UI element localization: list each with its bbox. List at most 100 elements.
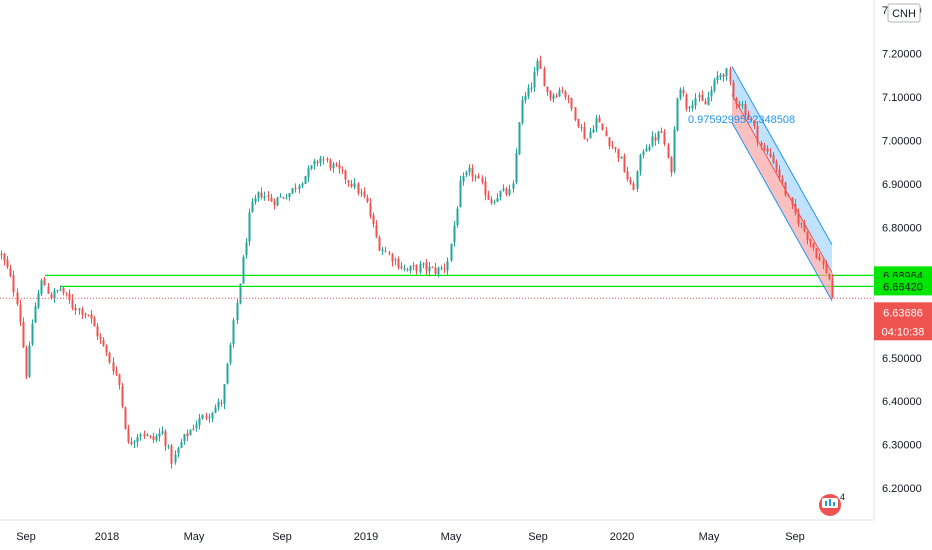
candle-body (121, 386, 124, 407)
candle-body (450, 243, 453, 261)
candle-body (357, 183, 360, 194)
candle-body (214, 407, 217, 413)
price-axis[interactable] (874, 0, 932, 520)
time-tick-label: 2019 (354, 531, 378, 543)
candle-body (71, 299, 74, 308)
candle-body (605, 130, 608, 137)
candle-body (403, 268, 406, 270)
candle-body (747, 114, 750, 118)
candle-body (56, 289, 59, 291)
candle-body (16, 292, 19, 305)
candle-body (716, 76, 719, 81)
candle-body (660, 131, 663, 133)
candle-body (105, 345, 108, 353)
level-badge-2[interactable]: 6.66420 (874, 277, 932, 296)
candle-body (673, 129, 676, 172)
time-axis[interactable] (0, 520, 932, 550)
candle-body (732, 82, 735, 97)
candle-body (701, 94, 704, 101)
candle-body (310, 165, 313, 169)
candle-body (59, 288, 62, 290)
candle-body (676, 98, 679, 131)
candle-body (468, 167, 471, 173)
candle-body (316, 161, 319, 164)
regression-channel[interactable]: 0.9759299592348508 (688, 66, 833, 302)
candle-body (738, 103, 741, 106)
candle-body (772, 155, 775, 164)
candle-body (322, 159, 325, 161)
time-tick-label: May (699, 531, 720, 543)
candle-body (40, 280, 43, 295)
candle-body (465, 172, 468, 176)
candle-body (496, 198, 499, 202)
candle-body (267, 195, 270, 197)
candle-body (539, 60, 542, 69)
candle-body (434, 267, 437, 274)
candle-body (632, 183, 635, 190)
candle-body (825, 263, 828, 274)
candle-body (341, 169, 344, 171)
last-price-badge[interactable]: 6.63686 04:10:38 (874, 302, 932, 341)
candle-body (614, 147, 617, 149)
candle-body (766, 148, 769, 152)
candle-body (654, 137, 657, 141)
candle-body (787, 194, 790, 197)
candlestick-series[interactable] (0, 55, 834, 469)
horizontal-levels[interactable] (45, 274, 874, 288)
price-tick-label: 6.50000 (882, 353, 922, 365)
last-price-text: 6.63686 (883, 307, 923, 319)
candle-body (294, 187, 297, 190)
candle-body (487, 194, 490, 200)
candle-body (307, 168, 310, 178)
candle-body (564, 91, 567, 98)
candle-body (93, 317, 96, 327)
candle-body (143, 434, 146, 437)
candle-body (112, 362, 115, 372)
candle-body (543, 68, 546, 87)
ideas-logo-icon[interactable] (819, 494, 841, 516)
candle-body (288, 193, 291, 198)
candle-body (96, 326, 99, 337)
candle-body (831, 278, 834, 298)
candle-body (505, 188, 508, 195)
price-tick-label: 7.00000 (882, 136, 922, 148)
candle-body (812, 242, 815, 248)
candle-body (803, 222, 806, 232)
candle-body (19, 304, 22, 322)
candle-body (784, 182, 787, 195)
candle-body (713, 80, 716, 91)
candle-body (47, 286, 50, 294)
candle-body (561, 89, 564, 91)
candle-body (502, 188, 505, 191)
candle-body (577, 118, 580, 127)
candle-body (180, 441, 183, 448)
candle-body (139, 434, 142, 437)
candle-body (353, 183, 356, 188)
candle-body (694, 98, 697, 106)
candle-body (363, 191, 366, 197)
candle-body (279, 196, 282, 198)
candle-body (34, 305, 37, 323)
candle-body (822, 261, 825, 265)
price-tick-label: 6.40000 (882, 396, 922, 408)
symbol-label-box[interactable] (887, 3, 921, 23)
candle-body (50, 294, 53, 299)
candle-body (350, 183, 353, 187)
candle-body (474, 176, 477, 178)
candle-body (282, 197, 285, 199)
candle-body (437, 267, 440, 275)
candle-body (0, 253, 3, 255)
candle-body (608, 137, 611, 147)
candle-body (236, 302, 239, 321)
candle-body (456, 208, 459, 226)
candle-body (369, 203, 372, 216)
candle-body (177, 448, 180, 454)
candle-body (149, 435, 152, 437)
candle-body (574, 107, 577, 120)
candle-body (818, 256, 821, 260)
candle-body (648, 146, 651, 151)
candle-body (257, 191, 260, 199)
candle-body (722, 74, 725, 77)
candle-body (446, 261, 449, 271)
